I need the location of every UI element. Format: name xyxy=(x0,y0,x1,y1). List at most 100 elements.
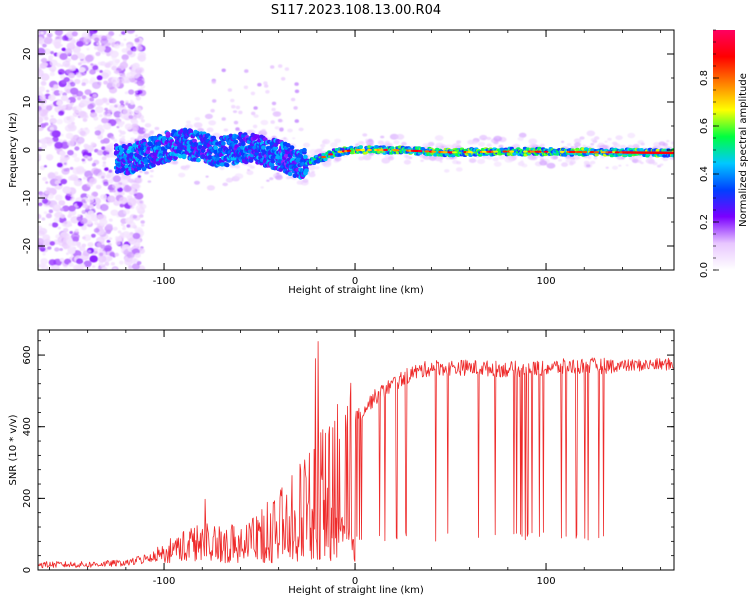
noise-blob xyxy=(114,44,120,49)
signal-blob xyxy=(166,132,171,136)
noise-blob xyxy=(89,97,94,101)
noise-blob xyxy=(94,228,100,233)
noise-blob xyxy=(67,123,74,129)
noise-blob xyxy=(62,186,71,193)
y-tick-label: -10 xyxy=(22,190,33,206)
core-blob xyxy=(544,151,549,153)
noise-blob xyxy=(89,255,98,262)
halo-blob xyxy=(607,138,611,141)
noise-blob xyxy=(119,261,124,265)
noise-blob xyxy=(37,140,41,143)
halo-blob xyxy=(570,160,576,164)
noise-blob xyxy=(63,228,68,232)
noise-blob xyxy=(92,82,101,89)
noise-blob xyxy=(90,63,93,66)
halo-blob xyxy=(292,137,295,139)
signal-blob xyxy=(213,146,218,150)
halo-blob xyxy=(205,114,213,119)
halo-blob xyxy=(148,131,154,135)
halo-blob xyxy=(334,157,341,162)
halo-blob xyxy=(612,166,618,170)
noise-blob xyxy=(228,88,232,92)
noise-blob xyxy=(40,32,44,35)
noise-blob xyxy=(222,117,226,121)
noise-blob xyxy=(135,253,141,258)
halo-blob xyxy=(401,142,407,146)
noise-blob xyxy=(42,109,48,114)
noise-blob xyxy=(295,119,299,123)
noise-blob xyxy=(141,224,144,227)
noise-blob xyxy=(54,213,60,218)
noise-blob xyxy=(72,241,78,246)
halo-blob xyxy=(618,165,621,167)
noise-blob xyxy=(47,33,53,38)
noise-blob xyxy=(50,241,56,246)
noise-blob xyxy=(120,43,125,47)
noise-blob xyxy=(59,72,62,75)
noise-blob xyxy=(137,261,142,265)
noise-blob xyxy=(119,34,122,36)
noise-blob xyxy=(253,125,257,129)
noise-blob xyxy=(71,66,75,69)
noise-blob xyxy=(98,256,107,263)
noise-blob xyxy=(122,136,125,139)
noise-blob xyxy=(55,195,63,201)
noise-blob xyxy=(74,146,79,150)
noise-blob xyxy=(63,235,66,238)
noise-blob xyxy=(109,105,114,110)
noise-blob xyxy=(48,172,56,179)
halo-blob xyxy=(308,173,315,178)
noise-blob xyxy=(111,262,115,266)
noise-blob xyxy=(129,67,132,69)
halo-blob xyxy=(641,143,645,146)
noise-blob xyxy=(128,115,133,119)
noise-blob xyxy=(77,214,80,217)
noise-blob xyxy=(93,116,98,120)
noise-blob xyxy=(77,216,83,221)
halo-blob xyxy=(323,162,332,168)
noise-blob xyxy=(44,165,47,168)
halo-blob xyxy=(627,133,635,138)
noise-blob xyxy=(44,117,48,120)
snr-x-label: Height of straight line (km) xyxy=(288,585,424,596)
noise-blob xyxy=(111,60,119,67)
halo-blob xyxy=(206,176,209,178)
noise-blob xyxy=(103,161,106,164)
noise-blob xyxy=(118,123,123,127)
noise-blob xyxy=(251,92,255,96)
noise-blob xyxy=(83,177,87,180)
halo-blob xyxy=(396,134,405,140)
halo-blob xyxy=(604,141,607,143)
halo-blob xyxy=(261,120,269,125)
halo-blob xyxy=(558,159,562,162)
noise-blob xyxy=(109,170,113,173)
halo-blob xyxy=(139,170,143,173)
noise-blob xyxy=(103,138,110,144)
noise-blob xyxy=(235,127,239,131)
noise-blob xyxy=(278,119,282,123)
core-blob xyxy=(431,151,436,153)
noise-blob xyxy=(80,131,86,136)
halo-blob xyxy=(132,127,137,130)
noise-blob xyxy=(69,231,73,234)
snr-background xyxy=(38,330,674,570)
noise-blob xyxy=(79,67,86,73)
noise-blob xyxy=(49,209,53,213)
noise-blob xyxy=(50,127,54,130)
noise-blob xyxy=(106,102,110,105)
halo-blob xyxy=(131,184,140,190)
noise-blob xyxy=(114,253,119,257)
noise-blob xyxy=(106,224,113,230)
noise-blob xyxy=(130,206,134,209)
core-blob xyxy=(560,151,565,153)
halo-blob xyxy=(606,167,609,169)
noise-blob xyxy=(107,109,112,113)
halo-blob xyxy=(233,110,237,113)
noise-blob xyxy=(105,262,110,266)
halo-blob xyxy=(178,173,185,178)
noise-blob xyxy=(86,97,90,100)
halo-blob xyxy=(405,155,409,158)
noise-blob xyxy=(134,38,139,42)
noise-blob xyxy=(87,182,94,188)
